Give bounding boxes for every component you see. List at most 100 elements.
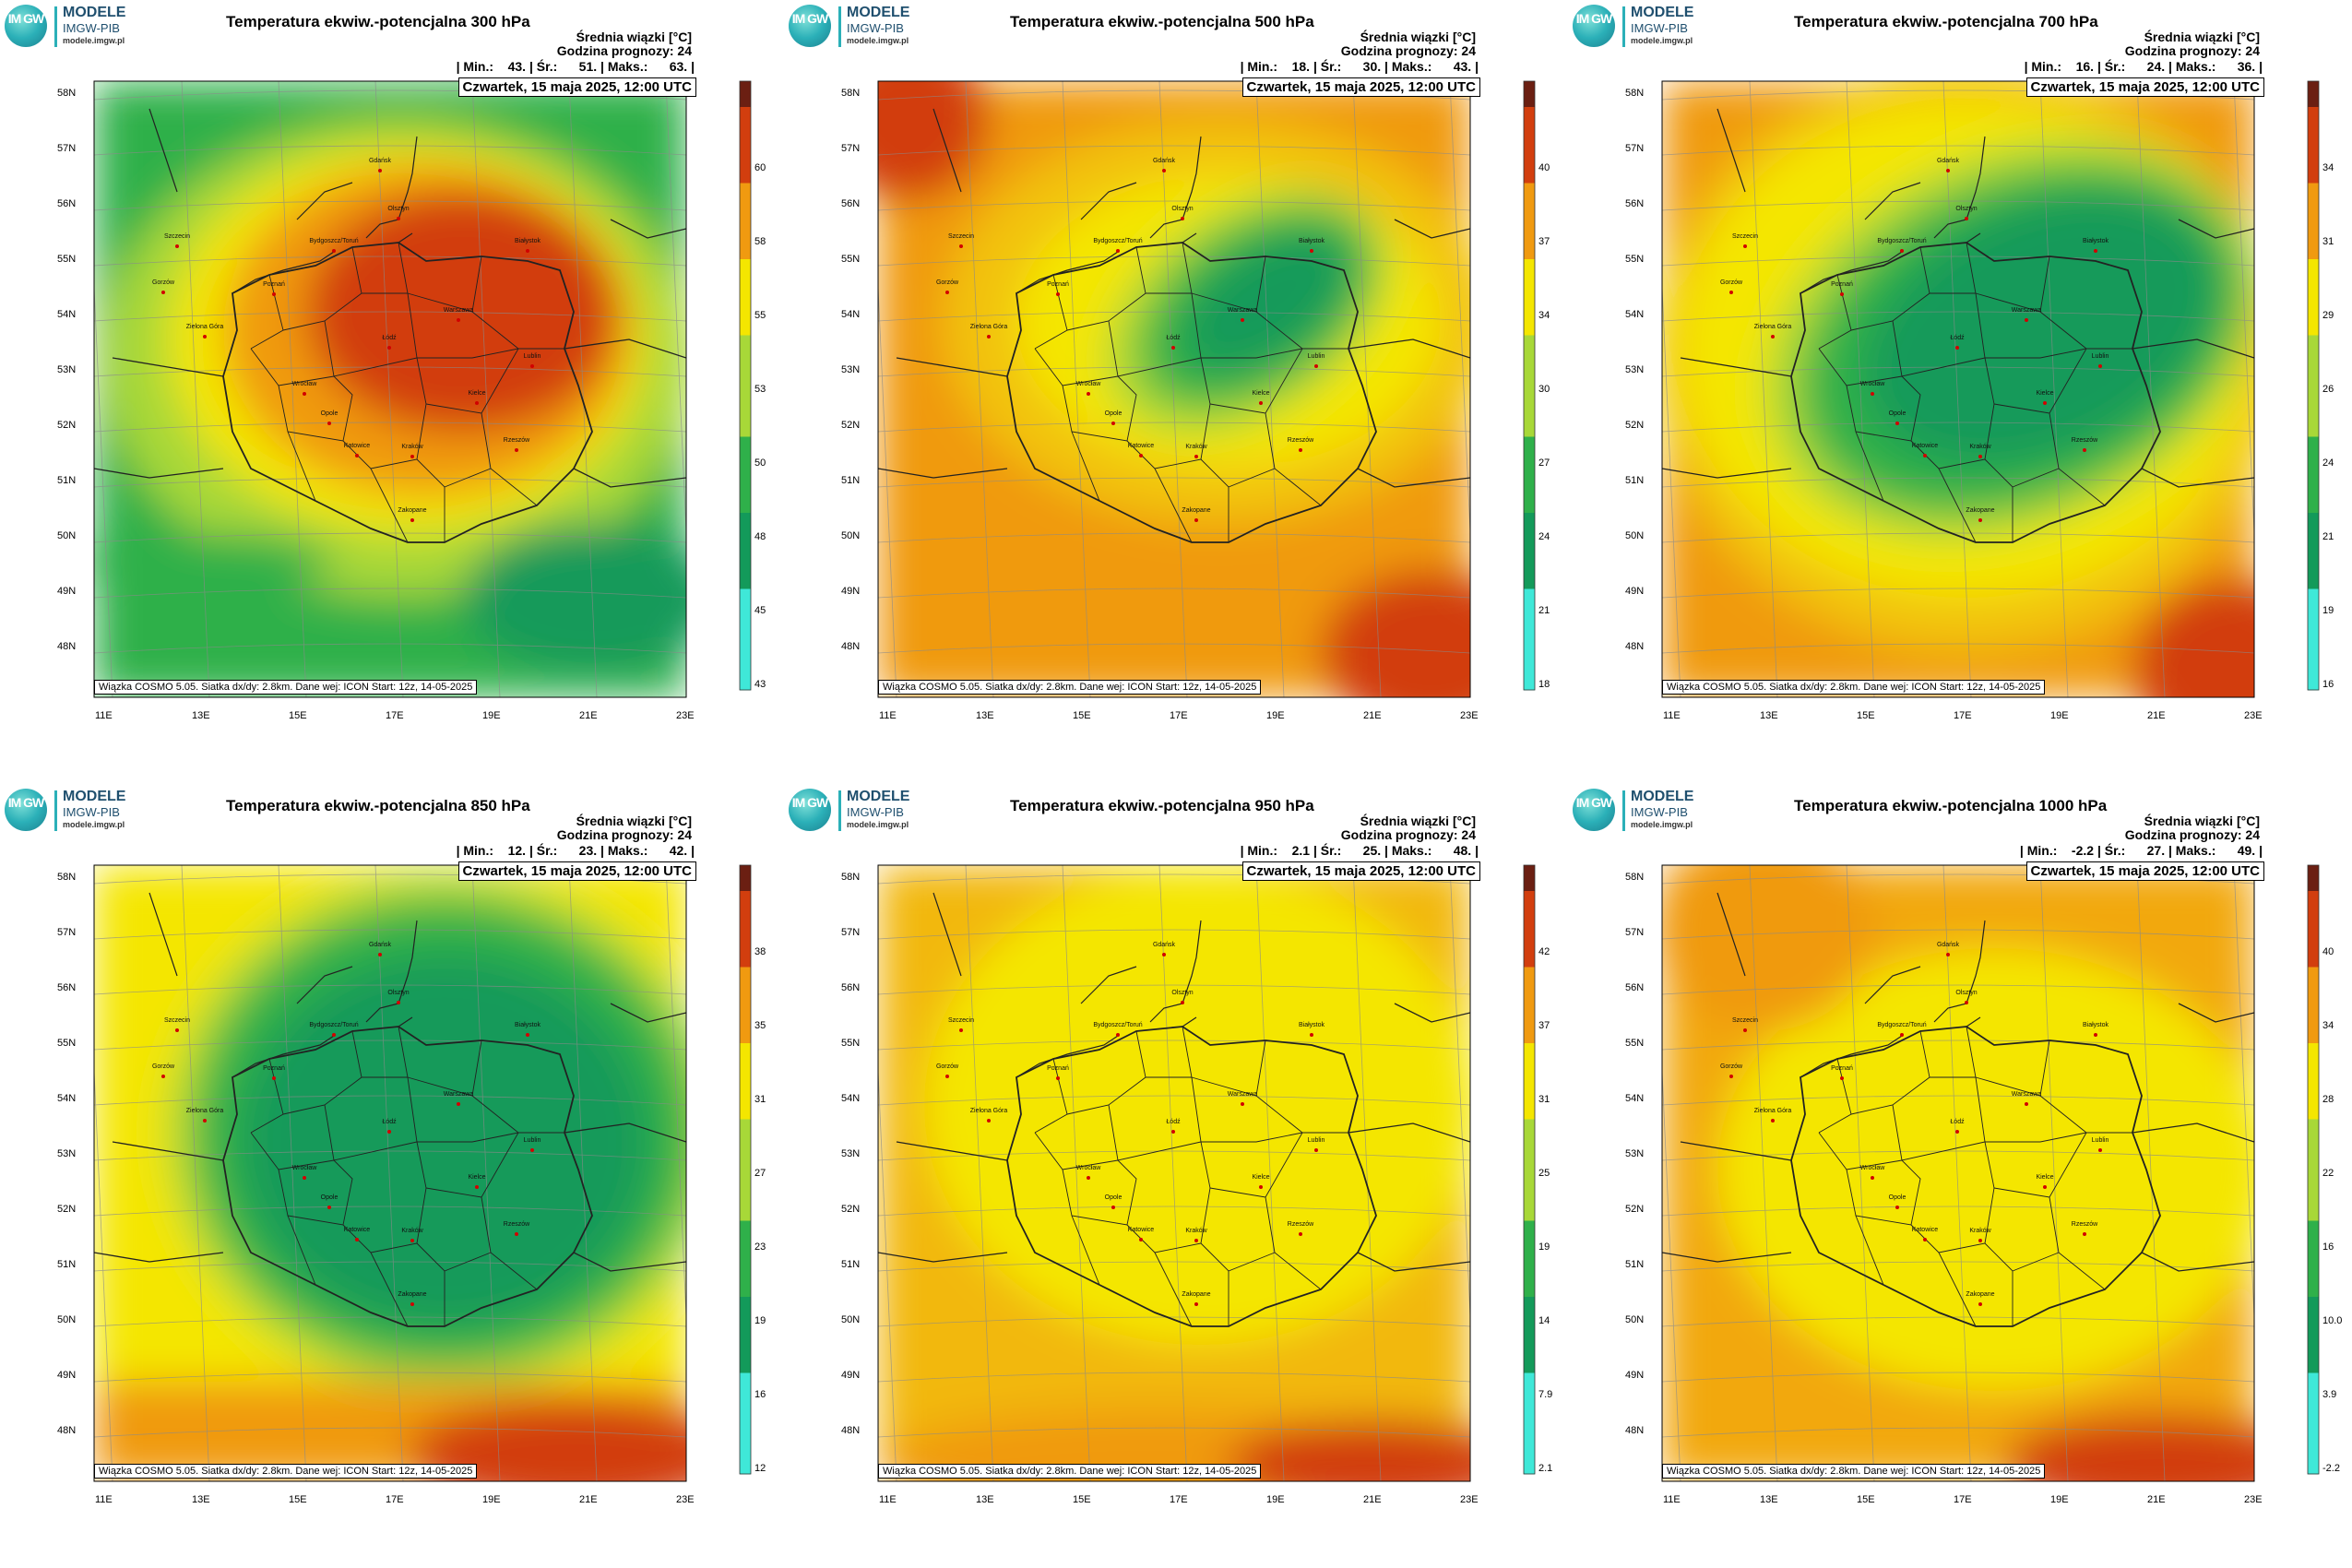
- colorbar-segment: [2308, 1220, 2319, 1246]
- temperature-field: Gdańsk Olsztyn Białystok Szczecin Bydgoszcz/…: [94, 865, 686, 1481]
- latitude-label: 53N: [1625, 364, 1645, 375]
- city-marker: [1840, 292, 1844, 296]
- latitude-label: 57N: [57, 927, 77, 938]
- colorbar-tick-label: 30: [1538, 384, 1550, 395]
- longitude-label: 13E: [1760, 710, 1778, 721]
- colorbar-segment: [2308, 588, 2319, 614]
- latitude-label: 56N: [1625, 982, 1645, 993]
- city-marker: [1241, 318, 1244, 322]
- colorbar-segment: [2308, 1322, 2319, 1348]
- colorbar-segment: [2308, 890, 2319, 917]
- longitude-label: 21E: [579, 710, 598, 721]
- colorbar-segment: [740, 284, 751, 310]
- city-marker: [1900, 249, 1904, 253]
- latitude-label: 52N: [57, 1204, 77, 1215]
- city-label: Zielona Góra: [1754, 324, 1792, 330]
- city-marker: [1299, 448, 1302, 452]
- logo-subtitle: IMGW-PIB: [847, 21, 904, 35]
- latitude-label: 49N: [57, 586, 77, 597]
- city-marker: [1181, 217, 1184, 220]
- city-label: Opole: [1889, 1194, 1907, 1201]
- city-marker: [1978, 1302, 1982, 1306]
- city-label: Łódź: [1166, 335, 1181, 341]
- colorbar-segment: [740, 538, 751, 564]
- city-marker: [1946, 953, 1950, 956]
- colorbar-segment: [2308, 1245, 2319, 1272]
- colorbar-segment: [740, 1017, 751, 1043]
- city-label: Zielona Góra: [970, 1108, 1008, 1114]
- longitude-label: 19E: [482, 1494, 501, 1505]
- map-svg: Gdańsk Olsztyn Białystok Szczecin Bydgoszcz/…: [1661, 864, 2320, 1482]
- colorbar-tick-label: 2.1: [1538, 1463, 1553, 1474]
- city-label: Białystok: [515, 1022, 541, 1028]
- city-label: Opole: [321, 410, 339, 417]
- colorbar-tick-label: 7.9: [1538, 1389, 1553, 1400]
- longitude-label: 11E: [879, 710, 897, 721]
- colorbar-tick-label: 45: [754, 605, 766, 616]
- city-label: Gdańsk: [1937, 942, 1960, 948]
- city-marker: [2025, 1102, 2028, 1106]
- country-borders: [1662, 892, 2254, 1327]
- city-label: Bydgoszcz/Toruń: [309, 238, 358, 244]
- colorbar-tick-label: 38: [754, 946, 766, 957]
- latitude-label: 58N: [57, 88, 77, 99]
- logo-title: MODELE: [63, 5, 126, 20]
- city-marker: [1923, 454, 1927, 457]
- city-label: Poznań: [263, 281, 285, 288]
- colorbar-segment: [740, 1423, 751, 1449]
- city-marker: [355, 1238, 359, 1241]
- colorbar-segment: [740, 664, 751, 691]
- logo-url: modele.imgw.pl: [63, 36, 125, 45]
- city-label: Katowice: [1128, 1227, 1155, 1233]
- city-label: Gorzów: [1720, 279, 1743, 286]
- latitude-label: 53N: [841, 1148, 861, 1159]
- city-label: Poznań: [1831, 1065, 1853, 1072]
- colorbar-tick-label: 25: [1538, 1168, 1550, 1179]
- graticule: [878, 81, 1470, 697]
- colorbar-tick-label: 42: [1538, 946, 1550, 957]
- colorbar-tick-label: 43: [754, 679, 766, 690]
- colorbar-segment: [2308, 284, 2319, 310]
- imgw-logo-icon: IM GW: [1573, 5, 1615, 47]
- colorbar-segment: [1524, 106, 1535, 133]
- city-marker: [987, 335, 991, 339]
- forecast-panel: Gdańsk Olsztyn Białystok Szczecin Bydgoszcz/…: [0, 0, 784, 784]
- city-marker: [272, 1076, 276, 1080]
- logo-title: MODELE: [1631, 789, 1694, 804]
- city-marker: [397, 1001, 400, 1004]
- city-marker: [1895, 1206, 1899, 1209]
- longitude-label: 13E: [976, 710, 994, 721]
- colorbar-tick-label: 19: [2322, 605, 2334, 616]
- latitude-label: 51N: [57, 1259, 77, 1270]
- city-marker: [2043, 401, 2047, 405]
- avg-label: Średnia wiązki [°C]: [576, 30, 692, 44]
- country-borders: [94, 892, 686, 1327]
- latitude-label: 51N: [841, 1259, 861, 1270]
- country-borders: [878, 892, 1470, 1327]
- colorbar-tick-label: 16: [2322, 679, 2334, 690]
- imgw-logo-icon: IM GW: [5, 5, 47, 47]
- latitude-label: 55N: [841, 254, 861, 265]
- longitude-label: 13E: [976, 1494, 994, 1505]
- city-marker: [1259, 401, 1263, 405]
- graticule: [1662, 81, 2254, 697]
- colorbar-segment: [2308, 132, 2319, 158]
- latitude-label: 57N: [841, 143, 861, 154]
- colorbar-tick-label: 55: [754, 310, 766, 321]
- latitude-label: 48N: [57, 1425, 77, 1436]
- city-label: Warszawa: [444, 307, 474, 314]
- colorbar-segment: [1524, 157, 1535, 184]
- colorbar-tick-label: 35: [754, 1020, 766, 1031]
- longitude-label: 13E: [192, 1494, 210, 1505]
- latitude-label: 51N: [1625, 475, 1645, 486]
- map-frame: [1661, 80, 2255, 698]
- longitude-label: 21E: [1363, 710, 1382, 721]
- city-label: Olsztyn: [387, 990, 409, 996]
- city-marker: [410, 1302, 414, 1306]
- city-label: Gdańsk: [1153, 942, 1176, 948]
- colorbar-tick-label: 53: [754, 384, 766, 395]
- city-label: Rzeszów: [1288, 437, 1314, 444]
- city-marker: [987, 1119, 991, 1123]
- colorbar-tick-label: 16: [754, 1389, 766, 1400]
- city-label: Szczecin: [164, 233, 190, 240]
